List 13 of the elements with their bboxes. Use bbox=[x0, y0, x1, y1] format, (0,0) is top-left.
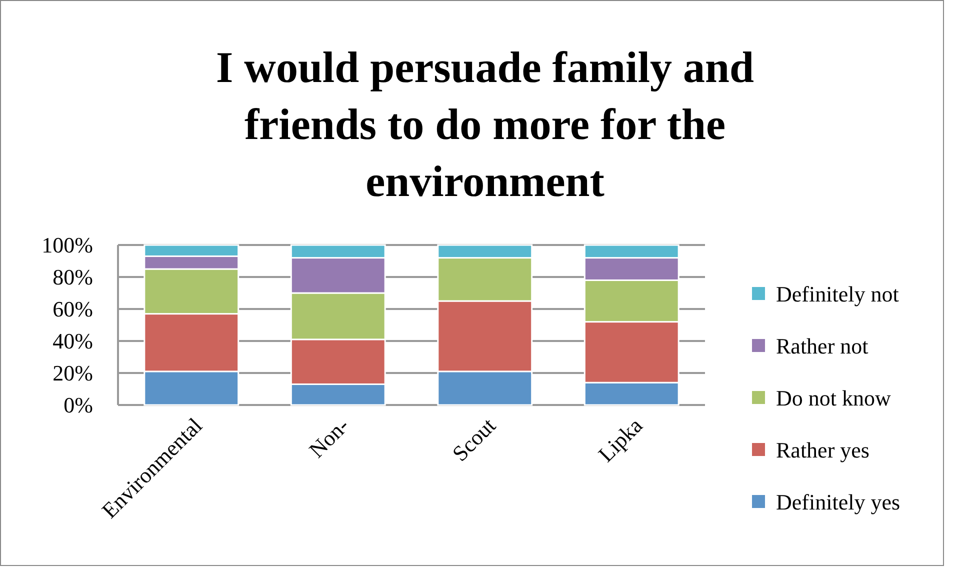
y-tick-label: 100% bbox=[42, 232, 93, 258]
x-tick-label: Non- bbox=[304, 412, 354, 463]
legend-label: Do not know bbox=[776, 386, 891, 411]
chart-title: I would persuade family and friends to do more for the environment bbox=[216, 43, 754, 206]
y-tick-label: 20% bbox=[52, 360, 93, 386]
legend-label: Rather yes bbox=[776, 438, 870, 463]
legend-label: Definitely yes bbox=[776, 490, 900, 515]
legend-label: Definitely not bbox=[776, 282, 899, 307]
y-tick-label: 80% bbox=[52, 264, 93, 290]
legend-label: Rather not bbox=[776, 334, 868, 359]
y-tick-label: 60% bbox=[52, 296, 93, 322]
y-tick-label: 0% bbox=[64, 392, 93, 418]
y-tick-label: 40% bbox=[52, 328, 93, 354]
